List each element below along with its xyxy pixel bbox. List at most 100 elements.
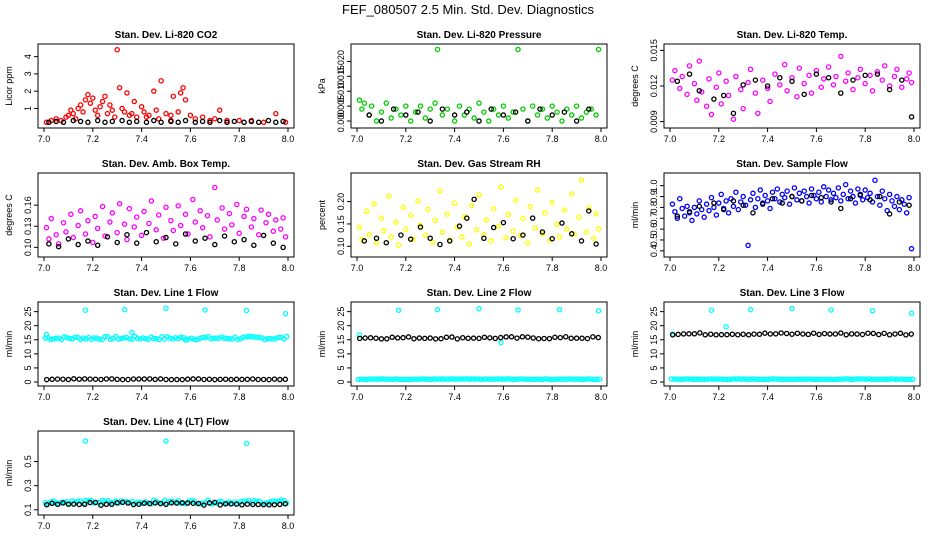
data-point — [136, 501, 142, 507]
data-point — [192, 238, 199, 244]
data-point — [520, 376, 527, 382]
data-point — [87, 376, 93, 382]
data-point — [137, 336, 143, 342]
data-point — [107, 219, 113, 225]
x-tick-label: 8.0 — [282, 521, 295, 531]
data-point — [694, 97, 700, 104]
series-reference — [43, 499, 289, 508]
data-point — [65, 112, 72, 119]
data-point — [755, 376, 761, 383]
data-point — [787, 376, 794, 382]
data-point — [503, 235, 509, 241]
data-point — [510, 228, 516, 234]
data-point — [549, 199, 555, 206]
data-point — [125, 500, 131, 506]
data-point — [451, 118, 458, 124]
data-point — [109, 501, 115, 508]
data-point — [764, 198, 771, 204]
series-primary — [669, 177, 915, 252]
data-point — [723, 78, 729, 85]
data-point — [129, 329, 135, 336]
data-point — [94, 225, 101, 232]
x-tick-label: 7.4 — [761, 263, 774, 273]
y-tick-label: 20 — [23, 321, 33, 331]
data-point — [735, 206, 742, 213]
data-point — [593, 241, 599, 247]
x-tick-label: 7.4 — [761, 134, 774, 144]
data-point — [68, 107, 74, 113]
x-tick-label: 8.0 — [908, 134, 921, 144]
data-point — [151, 88, 157, 94]
data-point — [156, 336, 162, 343]
x-tick-label: 8.0 — [282, 392, 295, 402]
data-point — [251, 242, 257, 249]
data-point — [847, 376, 854, 383]
data-point — [432, 100, 438, 106]
data-point — [763, 376, 769, 383]
x-tick-label: 7.6 — [497, 134, 510, 144]
data-point — [694, 211, 700, 217]
data-point — [356, 335, 363, 342]
data-point — [168, 217, 174, 224]
data-point — [373, 118, 380, 124]
data-point — [464, 215, 470, 221]
data-point — [255, 231, 262, 238]
data-point — [844, 376, 851, 382]
data-point — [567, 376, 573, 382]
data-point — [554, 109, 560, 115]
data-point — [733, 73, 739, 80]
panel-title: Stan. Dev. Line 2 Flow — [427, 288, 532, 299]
data-point — [60, 500, 66, 506]
plot-frame — [37, 301, 295, 387]
data-point — [377, 376, 383, 382]
data-point — [529, 215, 536, 221]
y-axis-label: Licor ppm — [4, 66, 14, 106]
data-point — [813, 71, 820, 77]
data-point — [173, 241, 179, 247]
data-point — [400, 334, 406, 341]
data-point — [495, 223, 502, 229]
data-point — [874, 193, 881, 200]
data-point — [123, 334, 130, 341]
data-point — [395, 307, 402, 313]
data-point — [244, 376, 251, 383]
data-point — [464, 109, 470, 115]
data-point — [708, 307, 715, 313]
panel-title: Stan. Dev. Li-820 Temp. — [737, 30, 848, 41]
data-point — [876, 331, 882, 338]
data-point — [544, 115, 551, 121]
data-point — [412, 376, 419, 382]
data-point — [206, 500, 213, 506]
data-point — [167, 335, 173, 341]
data-point — [549, 103, 555, 109]
data-point — [158, 119, 164, 126]
data-point — [703, 103, 710, 109]
data-point — [102, 93, 108, 100]
data-point — [146, 376, 153, 382]
data-point — [690, 376, 696, 383]
data-point — [908, 79, 915, 86]
data-point — [886, 332, 893, 338]
x-tick-label: 7.8 — [546, 392, 559, 402]
series-reference — [674, 191, 912, 219]
data-point — [356, 224, 363, 231]
data-point — [568, 231, 575, 237]
data-point — [273, 119, 279, 126]
data-point — [896, 199, 903, 205]
data-point — [432, 217, 438, 224]
data-point — [381, 227, 387, 234]
data-point — [415, 198, 421, 204]
data-point — [769, 195, 776, 202]
data-point — [417, 222, 424, 229]
data-point — [214, 217, 220, 223]
data-point — [141, 500, 148, 506]
data-point — [500, 103, 507, 109]
data-point — [213, 335, 219, 341]
data-point — [515, 376, 522, 382]
data-point — [512, 376, 519, 383]
data-point — [515, 307, 521, 313]
data-point — [388, 115, 394, 121]
data-point — [133, 118, 140, 125]
data-point — [116, 84, 123, 91]
